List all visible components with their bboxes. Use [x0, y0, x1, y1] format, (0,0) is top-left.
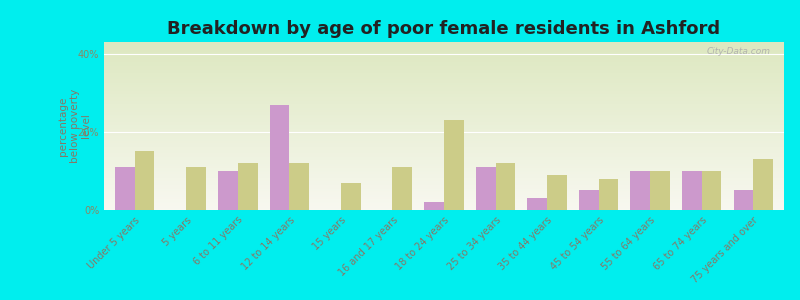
Text: City-Data.com: City-Data.com — [706, 47, 770, 56]
Bar — [238, 163, 258, 210]
Title: Breakdown by age of poor female residents in Ashford: Breakdown by age of poor female resident… — [167, 20, 721, 38]
Bar — [630, 171, 650, 210]
Bar — [753, 159, 773, 210]
Bar — [270, 104, 290, 210]
Bar — [495, 163, 515, 210]
Y-axis label: percentage
below poverty
level: percentage below poverty level — [58, 89, 91, 163]
Bar — [527, 198, 547, 210]
Bar — [598, 179, 618, 210]
Bar — [425, 202, 444, 210]
Bar — [290, 163, 309, 210]
Bar — [682, 171, 702, 210]
Bar — [115, 167, 135, 210]
Bar — [579, 190, 598, 210]
Bar — [341, 183, 361, 210]
Bar — [476, 167, 495, 210]
Bar — [444, 120, 463, 210]
Bar — [650, 171, 670, 210]
Bar — [135, 152, 154, 210]
Bar — [393, 167, 412, 210]
Bar — [702, 171, 721, 210]
Bar — [734, 190, 753, 210]
Bar — [218, 171, 238, 210]
Bar — [547, 175, 566, 210]
Bar — [186, 167, 206, 210]
